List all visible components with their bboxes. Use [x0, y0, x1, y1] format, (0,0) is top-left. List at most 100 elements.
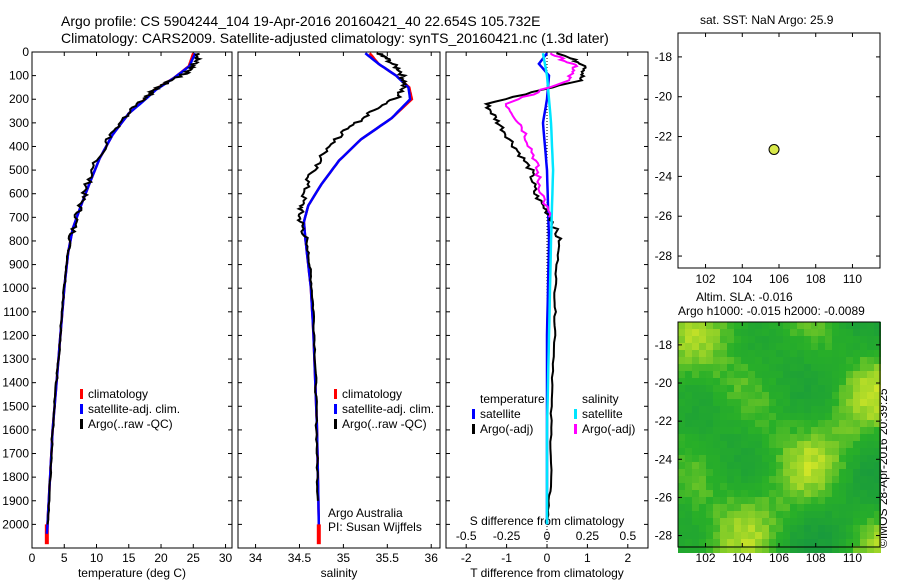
sla-cell	[776, 420, 783, 427]
sla-cell	[783, 504, 790, 511]
sla-cell	[748, 511, 755, 518]
sla-cell	[874, 469, 881, 476]
sla-cell	[755, 441, 762, 448]
sla-cell	[678, 322, 685, 329]
sla-cell	[832, 434, 839, 441]
sla-cell	[776, 511, 783, 518]
sla-cell	[853, 455, 860, 462]
sla-cell	[846, 357, 853, 364]
sla-cell	[706, 448, 713, 455]
sla-cell	[713, 518, 720, 525]
sla-cell	[727, 329, 734, 336]
sla-cell	[783, 476, 790, 483]
sla-cell	[874, 343, 881, 350]
sla-cell	[678, 343, 685, 350]
sla-cell	[769, 476, 776, 483]
sla-cell	[790, 546, 797, 553]
sla-cell	[678, 469, 685, 476]
sla-cell	[846, 497, 853, 504]
sla-cell	[678, 406, 685, 413]
sla-map-title: Altim. SLA: -0.016	[696, 290, 793, 304]
sla-cell	[832, 518, 839, 525]
sla-cell	[860, 371, 867, 378]
y-tick-label: 1000	[2, 281, 29, 295]
sla-cell	[755, 490, 762, 497]
sla-cell	[776, 364, 783, 371]
legend-group-label: temperature	[480, 392, 545, 406]
sla-cell	[832, 329, 839, 336]
sla-cell	[762, 469, 769, 476]
sla-cell	[832, 462, 839, 469]
sla-cell	[748, 490, 755, 497]
sla-cell	[741, 357, 748, 364]
sla-cell	[769, 504, 776, 511]
sla-cell	[853, 329, 860, 336]
sst-map-title: sat. SST: NaN Argo: 25.9	[700, 13, 834, 27]
sla-cell	[741, 392, 748, 399]
sla-cell	[720, 455, 727, 462]
sla-cell	[734, 525, 741, 532]
sla-cell	[734, 420, 741, 427]
sla-cell	[839, 385, 846, 392]
sla-cell	[720, 469, 727, 476]
sla-cell	[748, 476, 755, 483]
sla-cell	[790, 504, 797, 511]
series-line-argo-raw-qc-	[46, 52, 203, 525]
sla-cell	[811, 364, 818, 371]
sla-cell	[853, 504, 860, 511]
sla-cell	[776, 476, 783, 483]
sla-cell	[797, 357, 804, 364]
sla-cell	[832, 343, 839, 350]
sla-cell	[741, 546, 748, 553]
sla-cell	[776, 518, 783, 525]
sla-cell	[685, 490, 692, 497]
sla-cell	[860, 546, 867, 553]
sla-cell	[874, 525, 881, 532]
sla-cell	[685, 448, 692, 455]
sla-cell	[846, 455, 853, 462]
sla-cell	[846, 504, 853, 511]
sla-cell	[797, 532, 804, 539]
sla-cell	[762, 441, 769, 448]
sla-cell	[706, 497, 713, 504]
map-x-tick-label: 106	[769, 551, 789, 565]
sla-cell	[839, 406, 846, 413]
sla-cell	[713, 490, 720, 497]
sla-cell	[846, 462, 853, 469]
plot-frame	[237, 51, 441, 549]
sla-cell	[783, 336, 790, 343]
sla-cell	[748, 322, 755, 329]
sla-cell	[839, 350, 846, 357]
sla-cell	[685, 371, 692, 378]
sla-cell	[727, 511, 734, 518]
sla-cell	[755, 532, 762, 539]
sla-cell	[692, 385, 699, 392]
sla-cell	[755, 420, 762, 427]
sla-cell	[797, 385, 804, 392]
legend-label: Argo(-adj)	[480, 422, 533, 436]
sla-cell	[713, 476, 720, 483]
sla-cell	[790, 476, 797, 483]
sla-cell	[790, 322, 797, 329]
sla-cell	[853, 434, 860, 441]
sla-cell	[685, 483, 692, 490]
sla-cell	[874, 539, 881, 546]
sla-cell	[860, 336, 867, 343]
sla-cell	[839, 546, 846, 553]
sla-cell	[741, 441, 748, 448]
sla-cell	[755, 350, 762, 357]
sla-cell	[874, 420, 881, 427]
sla-cell	[825, 343, 832, 350]
sla-cell	[762, 462, 769, 469]
x2-tick-label: 0.5	[619, 529, 636, 543]
sla-cell	[699, 385, 706, 392]
sla-cell	[741, 532, 748, 539]
sla-cell	[853, 497, 860, 504]
sla-cell	[692, 378, 699, 385]
sla-cell	[797, 399, 804, 406]
sla-cell	[874, 448, 881, 455]
sla-cell	[790, 357, 797, 364]
sla-cell	[839, 462, 846, 469]
sla-cell	[860, 476, 867, 483]
sla-cell	[699, 525, 706, 532]
